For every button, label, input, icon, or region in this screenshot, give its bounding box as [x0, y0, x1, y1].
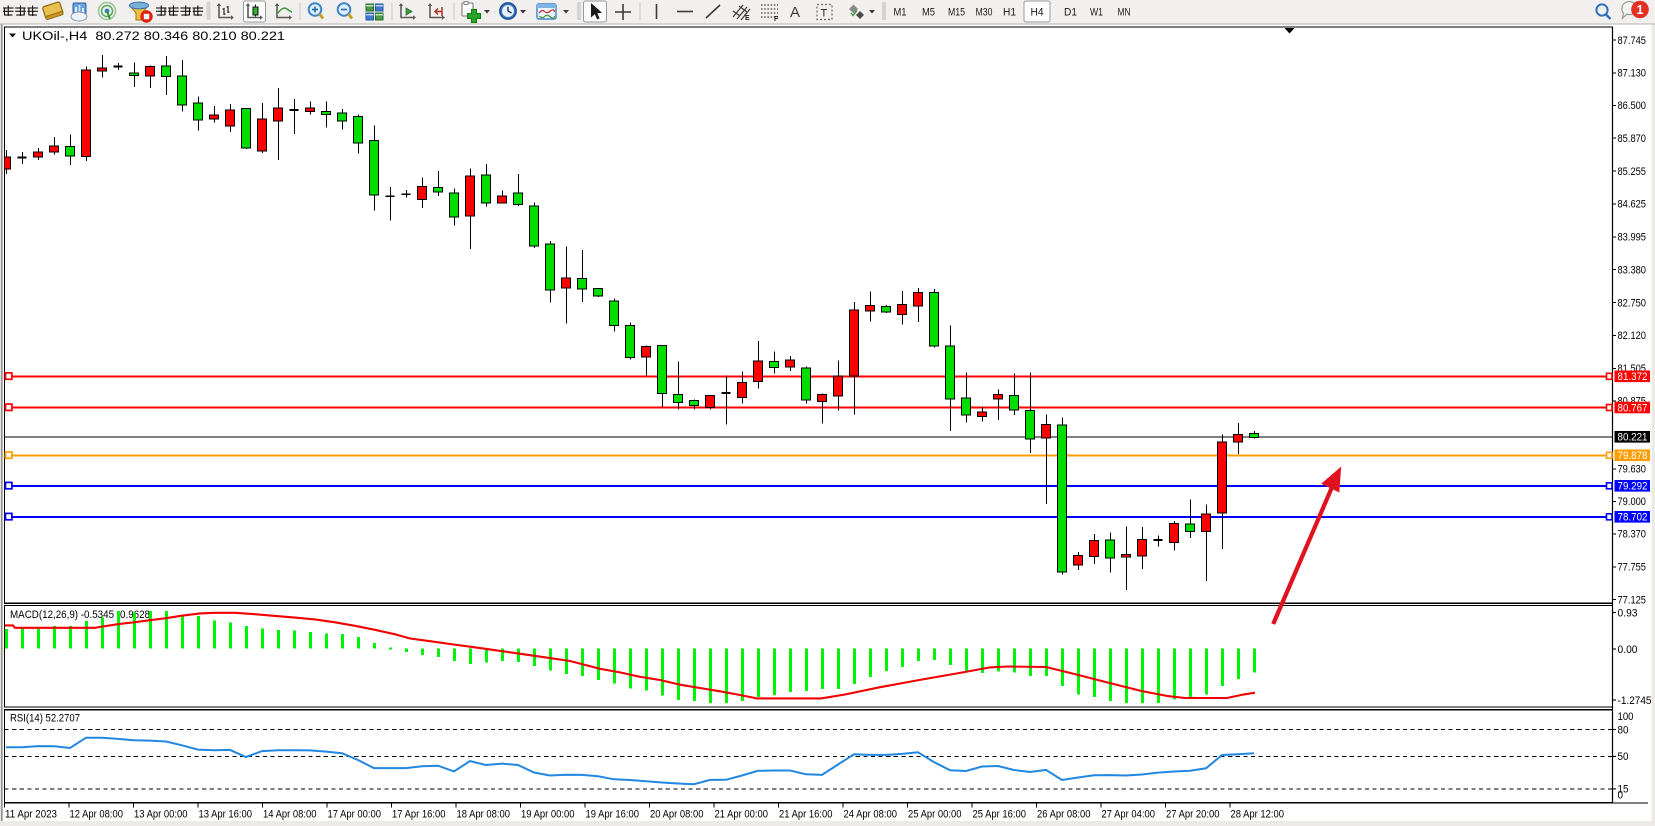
svg-text:80.221: 80.221: [1618, 432, 1648, 444]
svg-text:12 Apr 08:00: 12 Apr 08:00: [70, 809, 124, 821]
svg-text:19 Apr 00:00: 19 Apr 00:00: [521, 809, 575, 821]
svg-text:0: 0: [1618, 789, 1624, 801]
svg-text:85.255: 85.255: [1618, 166, 1647, 178]
svg-text:MACD(12,26,9) -0.5345 -0.9628: MACD(12,26,9) -0.5345 -0.9628: [10, 609, 150, 621]
svg-text:D1: D1: [1064, 7, 1077, 19]
svg-text:24 Apr 08:00: 24 Apr 08:00: [844, 809, 898, 821]
svg-text:82.120: 82.120: [1618, 330, 1647, 342]
svg-text:H1: H1: [1003, 7, 1016, 19]
svg-text:27 Apr 04:00: 27 Apr 04:00: [1102, 809, 1156, 821]
svg-text:80.767: 80.767: [1618, 402, 1648, 414]
svg-text:H4: H4: [1031, 7, 1044, 19]
svg-text:78.370: 78.370: [1618, 529, 1647, 541]
svg-text:M5: M5: [922, 7, 935, 19]
svg-text:27 Apr 20:00: 27 Apr 20:00: [1166, 809, 1220, 821]
svg-text:79.630: 79.630: [1618, 464, 1647, 476]
svg-text:80: 80: [1618, 724, 1629, 736]
svg-text:A: A: [790, 4, 800, 21]
svg-text:UKOil-,H4 80.272 80.346 80.21: UKOil-,H4 80.272 80.346 80.210 80.221: [22, 31, 285, 43]
svg-text:17 Apr 00:00: 17 Apr 00:00: [328, 809, 382, 821]
svg-text:87.745: 87.745: [1618, 35, 1647, 47]
svg-text:77.125: 77.125: [1618, 595, 1647, 607]
svg-text:87.130: 87.130: [1618, 68, 1647, 80]
svg-text:21 Apr 16:00: 21 Apr 16:00: [779, 809, 833, 821]
svg-text:W1: W1: [1090, 7, 1103, 19]
svg-text:21 Apr 00:00: 21 Apr 00:00: [715, 809, 769, 821]
svg-text:83.380: 83.380: [1618, 264, 1647, 276]
svg-text:M1: M1: [894, 7, 907, 19]
svg-text:86.500: 86.500: [1618, 100, 1647, 112]
svg-text:81.372: 81.372: [1618, 371, 1648, 383]
svg-text:85.870: 85.870: [1618, 133, 1647, 145]
svg-text:25 Apr 00:00: 25 Apr 00:00: [908, 809, 962, 821]
svg-text:25 Apr 16:00: 25 Apr 16:00: [973, 809, 1027, 821]
svg-text:18 Apr 08:00: 18 Apr 08:00: [457, 809, 511, 821]
svg-text:13 Apr 16:00: 13 Apr 16:00: [199, 809, 253, 821]
svg-text:82.750: 82.750: [1618, 297, 1647, 309]
svg-text:F: F: [774, 16, 779, 23]
svg-text:15: 15: [1618, 784, 1629, 796]
svg-text:50: 50: [1618, 751, 1629, 763]
svg-text:77.755: 77.755: [1618, 562, 1647, 574]
svg-text:79.000: 79.000: [1618, 496, 1647, 508]
svg-text:T: T: [821, 8, 828, 20]
svg-text:26 Apr 08:00: 26 Apr 08:00: [1037, 809, 1091, 821]
svg-text:1: 1: [1637, 3, 1644, 17]
svg-text:79.878: 79.878: [1618, 450, 1648, 462]
svg-text:13 Apr 00:00: 13 Apr 00:00: [134, 809, 188, 821]
svg-text:20 Apr 08:00: 20 Apr 08:00: [650, 809, 704, 821]
svg-text:19 Apr 16:00: 19 Apr 16:00: [586, 809, 640, 821]
svg-text:11 Apr 2023: 11 Apr 2023: [5, 809, 57, 821]
svg-text:100: 100: [1618, 711, 1634, 723]
svg-text:14 Apr 08:00: 14 Apr 08:00: [263, 809, 317, 821]
svg-text:78.702: 78.702: [1618, 512, 1648, 524]
svg-text:83.995: 83.995: [1618, 232, 1647, 244]
svg-text:RSI(14) 52.2707: RSI(14) 52.2707: [10, 713, 80, 725]
svg-text:28 Apr 12:00: 28 Apr 12:00: [1231, 809, 1285, 821]
svg-text:M15: M15: [948, 7, 965, 19]
svg-text:E: E: [745, 15, 750, 22]
svg-text:0.00: 0.00: [1618, 644, 1638, 656]
svg-text:MN: MN: [1118, 7, 1131, 19]
svg-text:79.292: 79.292: [1618, 481, 1648, 493]
svg-text:M30: M30: [976, 7, 993, 19]
svg-text:84.625: 84.625: [1618, 199, 1647, 211]
svg-text:17 Apr 16:00: 17 Apr 16:00: [392, 809, 446, 821]
svg-text:-1.2745: -1.2745: [1618, 695, 1652, 707]
svg-text:0.93: 0.93: [1618, 607, 1638, 619]
